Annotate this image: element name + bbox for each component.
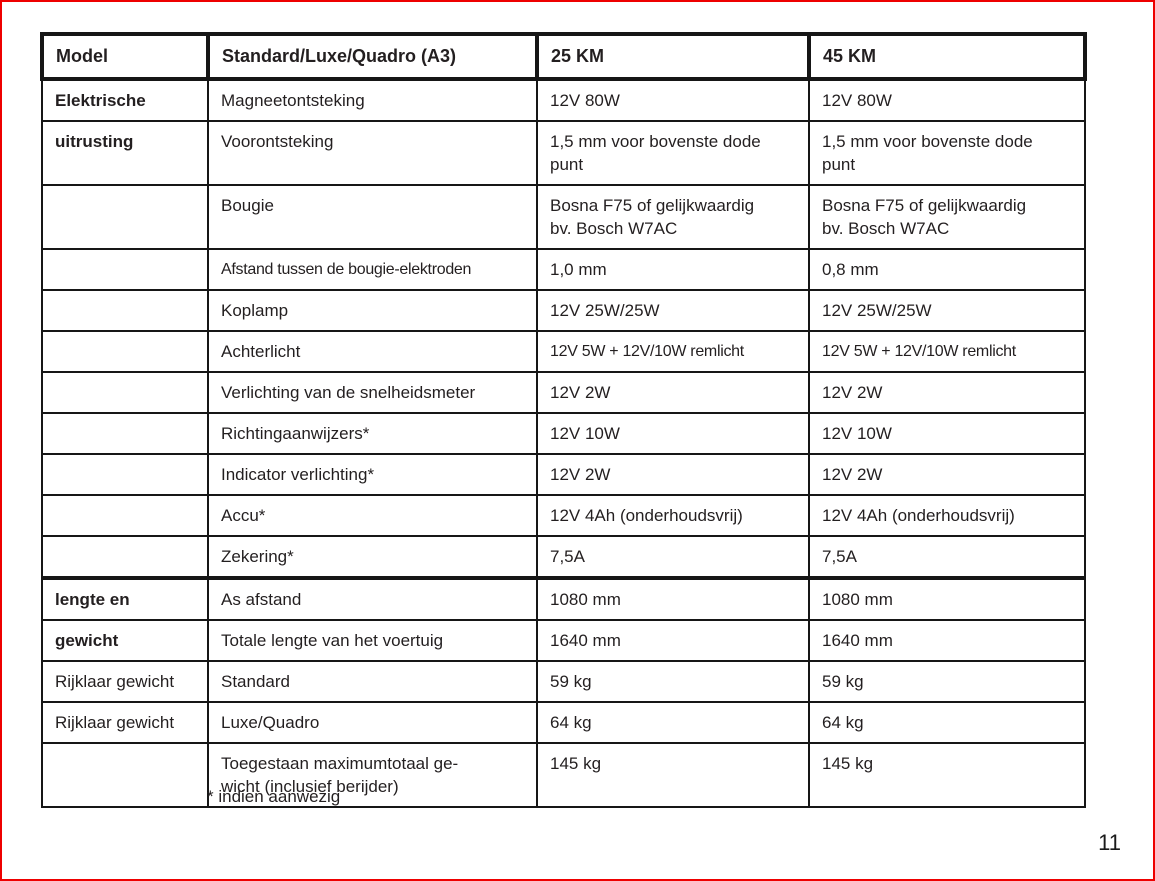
model-cell: Elektrische (41, 78, 209, 122)
value-25km-cell: 12V 25W/25W (536, 289, 810, 332)
value-25km-cell: 1640 mm (536, 619, 810, 662)
value-45km-cell: 12V 5W + 12V/10W remlicht (808, 330, 1086, 373)
model-cell (41, 535, 209, 580)
table-row: gewicht Totale lengte van het voertuig 1… (41, 619, 1086, 662)
table-row: Rijklaar gewicht Standard 59 kg 59 kg (41, 660, 1086, 703)
model-cell (41, 289, 209, 332)
item-cell: Bougie (207, 184, 538, 250)
value-45km-cell: 1080 mm (808, 577, 1086, 621)
item-cell: Koplamp (207, 289, 538, 332)
value-45km-cell: 12V 25W/25W (808, 289, 1086, 332)
col-header-45km: 45 KM (807, 32, 1087, 81)
value-25km-cell: 64 kg (536, 701, 810, 744)
value-45km-cell: 12V 10W (808, 412, 1086, 455)
value-45km-cell: 12V 2W (808, 371, 1086, 414)
item-cell: Totale lengte van het voertuig (207, 619, 538, 662)
value-45km-cell: 12V 2W (808, 453, 1086, 496)
value-45km-cell: 59 kg (808, 660, 1086, 703)
value-25km-cell: 12V 80W (536, 78, 810, 122)
footnote: * indien aanwezig (207, 787, 341, 806)
value-25km-cell: 12V 10W (536, 412, 810, 455)
table-row: Richtingaanwijzers* 12V 10W 12V 10W (41, 412, 1086, 455)
item-cell: Toegestaan maximumtotaal ge- wicht (incl… (207, 742, 538, 808)
model-cell: Rijklaar gewicht (41, 660, 209, 703)
model-cell (41, 184, 209, 250)
table-row: Rijklaar gewicht Luxe/Quadro 64 kg 64 kg (41, 701, 1086, 744)
col-header-25km: 25 KM (535, 32, 811, 81)
table-row: Toegestaan maximumtotaal ge- wicht (incl… (41, 742, 1086, 808)
table-row: Elektrische Magneetontsteking 12V 80W 12… (41, 78, 1086, 122)
model-cell: gewicht (41, 619, 209, 662)
value-45km-cell: 12V 80W (808, 78, 1086, 122)
item-cell: Indicator verlichting* (207, 453, 538, 496)
item-cell: Verlichting van de snelheidsmeter (207, 371, 538, 414)
value-45km-cell: 12V 4Ah (onderhoudsvrij) (808, 494, 1086, 537)
model-cell (41, 494, 209, 537)
item-cell: Zekering* (207, 535, 538, 580)
col-header-model: Model (40, 32, 210, 81)
header-row: Model Standard/Luxe/Quadro (A3) 25 KM 45… (40, 32, 1087, 81)
table-row: Bougie Bosna F75 of gelijkwaardig bv. Bo… (41, 184, 1086, 250)
value-25km-cell: 7,5A (536, 535, 810, 580)
value-45km-cell: 145 kg (808, 742, 1086, 808)
item-cell: Luxe/Quadro (207, 701, 538, 744)
value-45km-cell: 1640 mm (808, 619, 1086, 662)
value-25km-cell: 12V 5W + 12V/10W remlicht (536, 330, 810, 373)
model-cell (41, 412, 209, 455)
value-25km-cell: 1080 mm (536, 577, 810, 621)
model-cell: Rijklaar gewicht (41, 701, 209, 744)
table-row: lengte en As afstand 1080 mm 1080 mm (41, 577, 1086, 621)
value-45km-cell: Bosna F75 of gelijkwaardig bv. Bosch W7A… (808, 184, 1086, 250)
col-header-variant: Standard/Luxe/Quadro (A3) (206, 32, 539, 81)
value-45km-cell: 7,5A (808, 535, 1086, 580)
value-25km-cell: 1,5 mm voor bovenste dode punt (536, 120, 810, 186)
model-cell (41, 371, 209, 414)
value-25km-cell: 12V 4Ah (onderhoudsvrij) (536, 494, 810, 537)
table-row: Indicator verlichting* 12V 2W 12V 2W (41, 453, 1086, 496)
model-cell: lengte en (41, 577, 209, 621)
item-cell: Richtingaanwijzers* (207, 412, 538, 455)
value-25km-cell: 59 kg (536, 660, 810, 703)
item-cell: Magneetontsteking (207, 78, 538, 122)
value-25km-cell: 1,0 mm (536, 248, 810, 291)
model-cell (41, 742, 209, 808)
model-cell (41, 248, 209, 291)
item-cell: As afstand (207, 577, 538, 621)
value-25km-cell: Bosna F75 of gelijkwaardig bv. Bosch W7A… (536, 184, 810, 250)
table-row: Zekering* 7,5A 7,5A (41, 535, 1086, 580)
value-25km-cell: 12V 2W (536, 453, 810, 496)
value-45km-cell: 1,5 mm voor bovenste dode punt (808, 120, 1086, 186)
value-45km-cell: 0,8 mm (808, 248, 1086, 291)
table-row: uitrusting Voorontsteking 1,5 mm voor bo… (41, 120, 1086, 186)
item-cell: Afstand tussen de bougie-elektroden (207, 248, 538, 291)
table-row: Koplamp 12V 25W/25W 12V 25W/25W (41, 289, 1086, 332)
value-45km-cell: 64 kg (808, 701, 1086, 744)
page-number: 11 (1098, 830, 1121, 855)
model-cell (41, 330, 209, 373)
item-cell: Achterlicht (207, 330, 538, 373)
item-cell: Accu* (207, 494, 538, 537)
table-row: Verlichting van de snelheidsmeter 12V 2W… (41, 371, 1086, 414)
item-cell: Voorontsteking (207, 120, 538, 186)
specs-table: Model Standard/Luxe/Quadro (A3) 25 KM 45… (40, 32, 1087, 808)
table-row: Accu* 12V 4Ah (onderhoudsvrij) 12V 4Ah (… (41, 494, 1086, 537)
value-25km-cell: 12V 2W (536, 371, 810, 414)
table-row: Achterlicht 12V 5W + 12V/10W remlicht 12… (41, 330, 1086, 373)
model-cell (41, 453, 209, 496)
item-cell: Standard (207, 660, 538, 703)
model-cell: uitrusting (41, 120, 209, 186)
table-row: Afstand tussen de bougie-elektroden 1,0 … (41, 248, 1086, 291)
value-25km-cell: 145 kg (536, 742, 810, 808)
